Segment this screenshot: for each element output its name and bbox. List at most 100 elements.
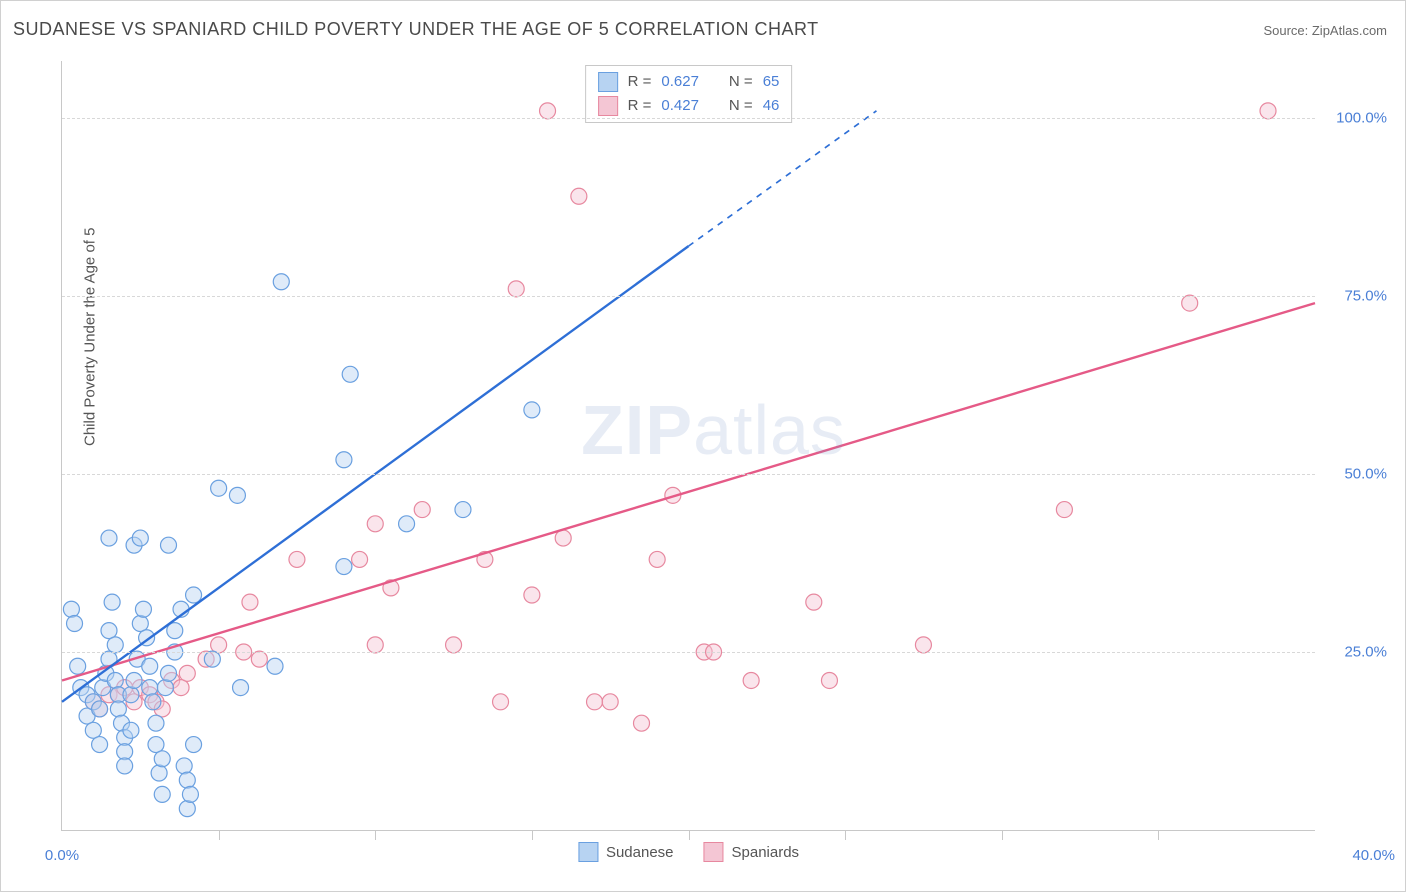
regression-line-extrapolated: [689, 111, 877, 246]
data-point: [63, 601, 79, 617]
data-point: [173, 680, 189, 696]
legend-label: Sudanese: [606, 844, 674, 861]
data-point: [204, 651, 220, 667]
data-point: [352, 551, 368, 567]
data-point: [336, 452, 352, 468]
data-point: [289, 551, 305, 567]
stats-row: R = 0.427 N = 46: [598, 94, 780, 118]
data-point: [267, 658, 283, 674]
y-axis-label: Child Poverty Under the Age of 5: [82, 227, 99, 445]
chart-container: SUDANESE VS SPANIARD CHILD POVERTY UNDER…: [0, 0, 1406, 892]
data-point: [157, 680, 173, 696]
data-point: [743, 672, 759, 688]
data-point: [179, 801, 195, 817]
data-point: [179, 772, 195, 788]
data-point: [135, 601, 151, 617]
gridline: [62, 652, 1315, 653]
data-point: [154, 751, 170, 767]
x-tick: [219, 830, 220, 840]
stat-label-n: N =: [729, 70, 753, 94]
stats-box: R = 0.627 N = 65 R = 0.427 N = 46: [585, 65, 793, 123]
data-point: [1260, 103, 1276, 119]
data-point: [634, 715, 650, 731]
data-point: [587, 694, 603, 710]
stat-label-n: N =: [729, 94, 753, 118]
data-point: [915, 637, 931, 653]
data-point: [148, 737, 164, 753]
legend-label: Spaniards: [732, 844, 800, 861]
source-label: Source: ZipAtlas.com: [1263, 23, 1387, 38]
legend-swatch: [598, 72, 618, 92]
data-point: [117, 744, 133, 760]
data-point: [161, 665, 177, 681]
y-tick-label: 25.0%: [1344, 643, 1387, 660]
data-point: [540, 103, 556, 119]
stat-value-r: 0.627: [661, 70, 699, 94]
data-point: [251, 651, 267, 667]
data-point: [148, 715, 164, 731]
data-point: [233, 680, 249, 696]
data-point: [151, 765, 167, 781]
data-point: [70, 658, 86, 674]
x-tick: [689, 830, 690, 840]
data-point: [123, 722, 139, 738]
data-point: [145, 694, 161, 710]
data-point: [101, 623, 117, 639]
data-point: [92, 701, 108, 717]
legend-item: Spaniards: [704, 842, 800, 862]
legend-item: Sudanese: [578, 842, 674, 862]
data-point: [242, 594, 258, 610]
data-point: [126, 672, 142, 688]
data-point: [176, 758, 192, 774]
data-point: [336, 559, 352, 575]
y-tick-label: 100.0%: [1336, 109, 1387, 126]
data-point: [273, 274, 289, 290]
data-point: [154, 786, 170, 802]
data-point: [101, 530, 117, 546]
data-point: [132, 530, 148, 546]
legend-swatch: [598, 96, 618, 116]
data-point: [446, 637, 462, 653]
stats-row: R = 0.627 N = 65: [598, 70, 780, 94]
data-point: [342, 366, 358, 382]
data-point: [1056, 502, 1072, 518]
data-point: [107, 672, 123, 688]
bottom-legend: Sudanese Spaniards: [578, 842, 799, 862]
data-point: [67, 616, 83, 632]
data-point: [123, 687, 139, 703]
x-tick: [845, 830, 846, 840]
gridline: [62, 474, 1315, 475]
stat-label-r: R =: [628, 70, 652, 94]
stat-value-r: 0.427: [661, 94, 699, 118]
x-tick: [1158, 830, 1159, 840]
data-point: [399, 516, 415, 532]
data-point: [367, 516, 383, 532]
x-tick-label: 0.0%: [45, 847, 79, 864]
data-point: [186, 737, 202, 753]
plot-svg: [62, 61, 1315, 830]
data-point: [524, 402, 540, 418]
data-point: [161, 537, 177, 553]
x-tick: [375, 830, 376, 840]
y-tick-label: 75.0%: [1344, 287, 1387, 304]
stat-value-n: 65: [763, 70, 780, 94]
data-point: [104, 594, 120, 610]
regression-line: [62, 303, 1315, 680]
data-point: [806, 594, 822, 610]
y-tick-label: 50.0%: [1344, 465, 1387, 482]
data-point: [493, 694, 509, 710]
data-point: [602, 694, 618, 710]
data-point: [117, 758, 133, 774]
data-point: [211, 480, 227, 496]
x-tick: [532, 830, 533, 840]
data-point: [142, 680, 158, 696]
gridline: [62, 296, 1315, 297]
data-point: [85, 722, 101, 738]
data-point: [1182, 295, 1198, 311]
data-point: [182, 786, 198, 802]
stat-value-n: 46: [763, 94, 780, 118]
legend-swatch: [578, 842, 598, 862]
data-point: [414, 502, 430, 518]
data-point: [455, 502, 471, 518]
data-point: [571, 188, 587, 204]
